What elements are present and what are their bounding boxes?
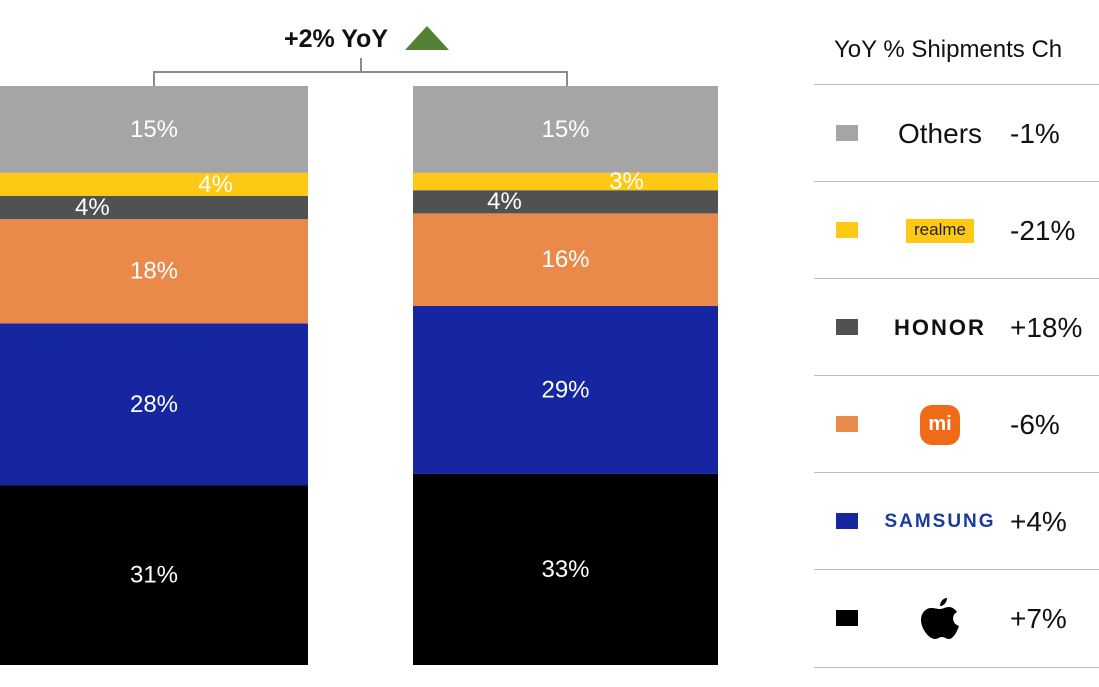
- bar-segment-others: [413, 86, 718, 173]
- yoy-change: -21%: [1010, 214, 1076, 246]
- brand-cell: mi: [884, 376, 996, 473]
- brand-cell: [884, 570, 996, 667]
- legend-row-apple: +7%: [814, 569, 1099, 668]
- legend-swatch: [836, 416, 858, 432]
- data-label: 4%: [75, 194, 110, 221]
- realme-logo: realme: [906, 218, 974, 243]
- bar-segment-realme: [0, 172, 308, 197]
- yoy-change: -6%: [1010, 408, 1060, 440]
- bar-segment-mi: [413, 213, 718, 307]
- brand-name: Others: [897, 117, 983, 149]
- yoy-change: -1%: [1010, 117, 1060, 149]
- legend-row-samsung: SAMSUNG +4%: [814, 472, 1099, 570]
- brand-cell: HONOR: [884, 279, 996, 376]
- data-label: 4%: [487, 188, 522, 215]
- bar-segment-honor: [0, 196, 308, 220]
- brand-cell: realme: [884, 182, 996, 279]
- legend-swatch: [836, 513, 858, 529]
- yoy-annotation: +2% YoY: [284, 24, 449, 54]
- data-label: 31%: [130, 562, 178, 589]
- data-label: 15%: [130, 116, 178, 143]
- legend-swatch: [836, 222, 858, 238]
- data-label: 18%: [130, 258, 178, 285]
- data-label: 4%: [198, 171, 233, 198]
- bar-segment-samsung: [413, 306, 718, 474]
- brand-cell: Others: [884, 85, 996, 182]
- legend-swatch: [836, 610, 858, 626]
- apple-logo: [921, 597, 959, 639]
- legend-swatch: [836, 319, 858, 335]
- legend-row-mi: mi -6%: [814, 375, 1099, 473]
- samsung-logo: SAMSUNG: [884, 510, 996, 532]
- honor-logo: HONOR: [894, 314, 986, 340]
- legend-row-honor: HONOR +18%: [814, 278, 1099, 376]
- data-label: 16%: [541, 246, 589, 273]
- up-triangle-icon: [404, 26, 449, 50]
- brand-cell: SAMSUNG: [884, 473, 996, 570]
- yoy-bracket: [153, 58, 568, 86]
- yoy-change: +7%: [1010, 602, 1067, 634]
- data-label: 3%: [609, 168, 644, 195]
- legend-swatch: [836, 125, 858, 141]
- legend: YoY % Shipments Ch Others -1% realme -21…: [814, 0, 1099, 687]
- yoy-change: +18%: [1010, 311, 1083, 343]
- bar-segment-realme: [413, 172, 718, 191]
- bar-segment-apple: [413, 473, 718, 665]
- bar-segment-apple: [0, 485, 308, 665]
- xiaomi-logo: mi: [920, 404, 960, 445]
- legend-row-others: Others -1%: [814, 84, 1099, 182]
- data-label: 29%: [541, 376, 589, 403]
- legend-title: YoY % Shipments Ch: [834, 36, 1063, 63]
- yoy-text: +2% YoY: [284, 25, 388, 53]
- bar-segment-samsung: [0, 323, 308, 486]
- data-label: 28%: [130, 391, 178, 418]
- legend-row-realme: realme -21%: [814, 181, 1099, 279]
- stacked-bar-chart: 31% 28% 18% 4% 4% 15% 33% 29% 16% 4% 3% 15%: [0, 58, 718, 665]
- bar-segment-mi: [0, 219, 308, 324]
- data-label: 15%: [541, 116, 589, 143]
- data-label: 33%: [541, 556, 589, 583]
- yoy-change: +4%: [1010, 505, 1067, 537]
- bar-segment-others: [0, 86, 308, 173]
- bar-segment-honor: [413, 190, 718, 214]
